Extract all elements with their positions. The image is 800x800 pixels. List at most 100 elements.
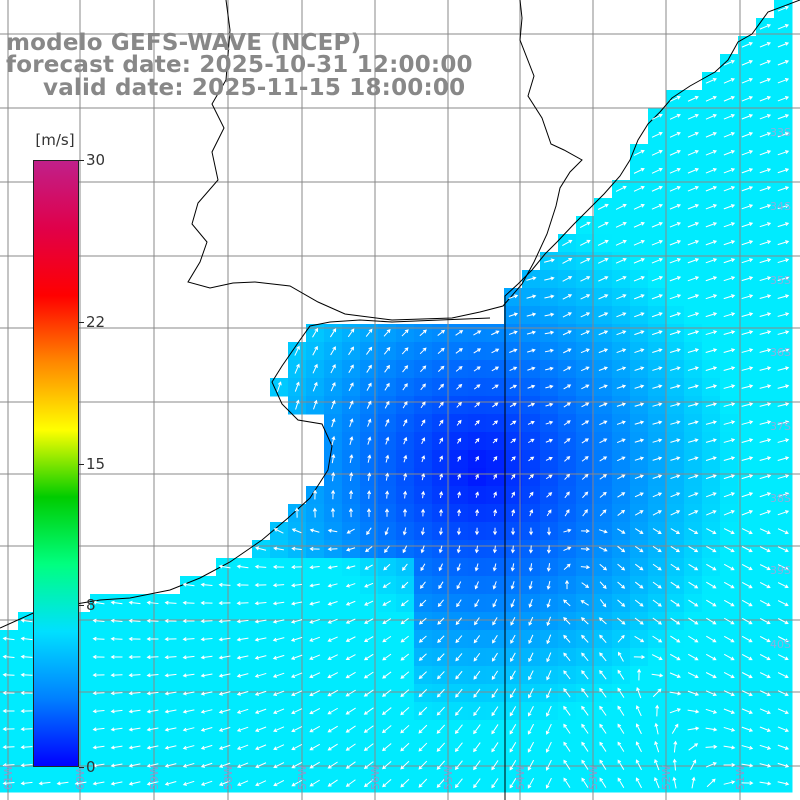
wind-arrow bbox=[777, 420, 790, 425]
wind-arrow bbox=[218, 709, 231, 714]
wind-arrow bbox=[633, 276, 645, 282]
wind-arrow bbox=[418, 653, 427, 661]
wind-arrow bbox=[652, 330, 663, 336]
wind-arrow bbox=[313, 399, 318, 410]
wind-arrow bbox=[616, 294, 627, 300]
wind-arrow bbox=[582, 491, 589, 499]
wind-arrow bbox=[759, 726, 772, 732]
wind-arrow bbox=[723, 563, 735, 571]
wind-arrow bbox=[182, 619, 195, 624]
wind-arrow bbox=[687, 726, 700, 731]
wind-arrow bbox=[273, 762, 285, 769]
wind-arrow bbox=[741, 402, 754, 407]
wind-arrow bbox=[528, 545, 533, 554]
wind-arrow bbox=[493, 473, 497, 480]
wind-arrow bbox=[526, 330, 537, 335]
wind-arrow bbox=[741, 438, 754, 443]
wind-arrow bbox=[599, 687, 607, 698]
wind-arrow bbox=[218, 601, 231, 606]
wind-arrow bbox=[634, 402, 645, 407]
wind-arrow bbox=[527, 706, 534, 717]
wind-arrow bbox=[672, 776, 677, 789]
wind-arrow bbox=[474, 437, 480, 444]
wind-arrow bbox=[688, 528, 699, 534]
wind-arrow bbox=[509, 402, 517, 408]
wind-arrow bbox=[110, 745, 123, 750]
wind-arrow bbox=[182, 600, 195, 605]
wind-arrow bbox=[669, 203, 682, 210]
wind-arrow bbox=[777, 132, 790, 138]
wind-arrow bbox=[510, 438, 517, 444]
wind-arrow bbox=[403, 490, 408, 499]
wind-arrow bbox=[669, 294, 682, 300]
wind-arrow bbox=[705, 186, 718, 192]
latitude-label: 33S bbox=[770, 126, 791, 139]
wind-arrow bbox=[706, 563, 717, 571]
wind-arrow bbox=[529, 509, 534, 517]
wind-arrow bbox=[363, 743, 374, 751]
wind-arrow bbox=[544, 348, 554, 353]
wind-arrow bbox=[741, 384, 754, 389]
wind-arrow bbox=[597, 257, 609, 264]
wind-arrow bbox=[527, 384, 536, 389]
coastline-path bbox=[0, 317, 491, 629]
wind-arrow bbox=[652, 635, 663, 643]
wind-arrow bbox=[385, 490, 390, 499]
wind-arrow bbox=[146, 600, 159, 605]
wind-arrow bbox=[294, 507, 299, 518]
wind-arrow bbox=[777, 186, 790, 192]
wind-arrow bbox=[473, 366, 481, 372]
wind-arrow bbox=[687, 672, 699, 679]
wind-arrow bbox=[723, 545, 735, 553]
wind-arrow bbox=[634, 330, 645, 336]
wind-arrow bbox=[236, 744, 249, 750]
wind-arrow bbox=[741, 708, 753, 715]
wind-arrow bbox=[491, 742, 499, 753]
wind-arrow bbox=[634, 312, 645, 318]
wind-arrow bbox=[670, 420, 681, 425]
wind-arrow bbox=[439, 437, 444, 444]
wind-arrow bbox=[327, 583, 338, 588]
wind-arrow bbox=[146, 745, 159, 750]
wind-arrow bbox=[599, 670, 607, 680]
wind-arrow bbox=[581, 402, 590, 408]
wind-arrow bbox=[634, 438, 645, 443]
wind-arrow bbox=[331, 453, 336, 464]
wind-arrow bbox=[599, 546, 608, 552]
wind-arrow bbox=[654, 740, 660, 753]
wind-arrow bbox=[741, 528, 753, 535]
wind-arrow bbox=[421, 472, 426, 481]
wind-arrow bbox=[652, 438, 663, 443]
wind-arrow bbox=[420, 563, 426, 572]
wind-arrow bbox=[385, 472, 390, 481]
wind-arrow bbox=[218, 673, 231, 678]
wind-arrow bbox=[254, 564, 267, 569]
wind-arrow bbox=[128, 727, 141, 732]
wind-arrow bbox=[291, 708, 303, 715]
wind-arrow bbox=[418, 671, 427, 680]
wind-arrow bbox=[563, 438, 571, 444]
wind-arrow bbox=[654, 722, 659, 735]
wind-arrow bbox=[383, 346, 391, 355]
wind-arrow bbox=[290, 654, 303, 660]
wind-arrow bbox=[564, 491, 570, 499]
wind-arrow bbox=[309, 708, 321, 715]
wind-arrow bbox=[651, 167, 663, 174]
wind-arrow bbox=[402, 365, 409, 373]
wind-arrow bbox=[528, 474, 534, 480]
wind-arrow bbox=[759, 366, 772, 371]
wind-arrow bbox=[616, 384, 627, 389]
wind-arrow bbox=[510, 670, 516, 681]
wind-arrow bbox=[2, 727, 15, 732]
wind-arrow bbox=[491, 724, 499, 735]
wind-arrow bbox=[637, 668, 642, 681]
wind-arrow bbox=[345, 689, 356, 697]
wind-arrow bbox=[688, 510, 699, 516]
wind-arrow bbox=[509, 742, 517, 753]
wind-arrow bbox=[437, 653, 445, 662]
wind-arrow bbox=[687, 240, 700, 246]
wind-arrow bbox=[401, 347, 409, 355]
wind-arrow bbox=[402, 527, 407, 536]
wind-arrow bbox=[723, 492, 736, 498]
wind-arrow bbox=[348, 382, 354, 392]
